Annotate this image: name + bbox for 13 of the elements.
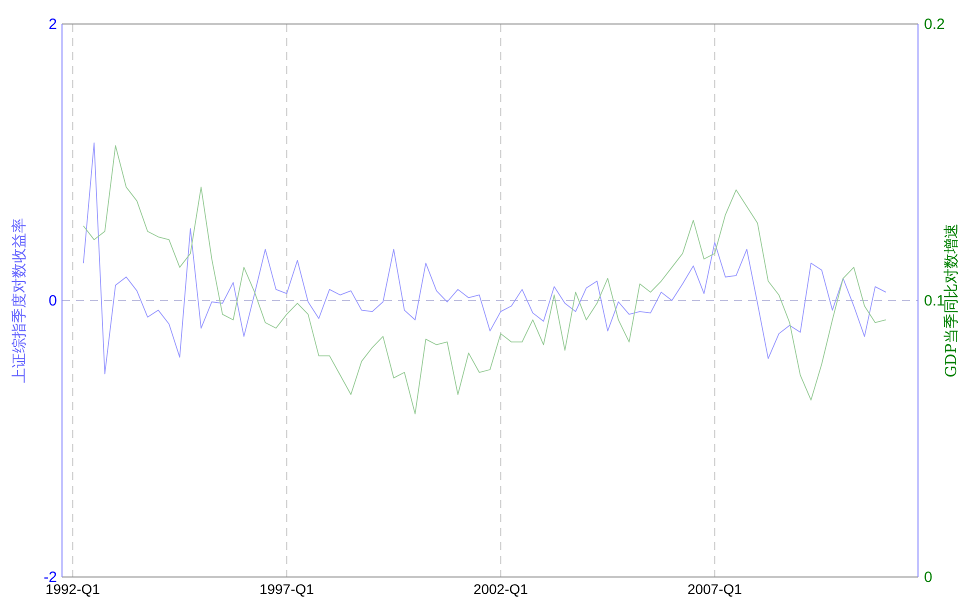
line-series <box>82 142 886 374</box>
y2-tick-label: 0.2 <box>924 16 945 33</box>
y2-tick-label: 0.1 <box>924 292 945 310</box>
x-tick-label: 1997-Q1 <box>259 581 314 597</box>
line-series <box>82 145 886 414</box>
x-tick-label: 2002-Q1 <box>473 581 528 597</box>
x-tick-label: 1992-Q1 <box>45 581 100 597</box>
y-tick-label: 0 <box>48 292 57 310</box>
y-axis-title: 上证综指季度对数收益率 <box>10 218 28 383</box>
y-tick-label: 2 <box>48 16 57 33</box>
y2-axis-title: GDP当季同比对数增速 <box>942 223 960 378</box>
y2-tick-label: 0 <box>924 569 932 586</box>
x-tick-label: 2007-Q1 <box>687 581 742 597</box>
